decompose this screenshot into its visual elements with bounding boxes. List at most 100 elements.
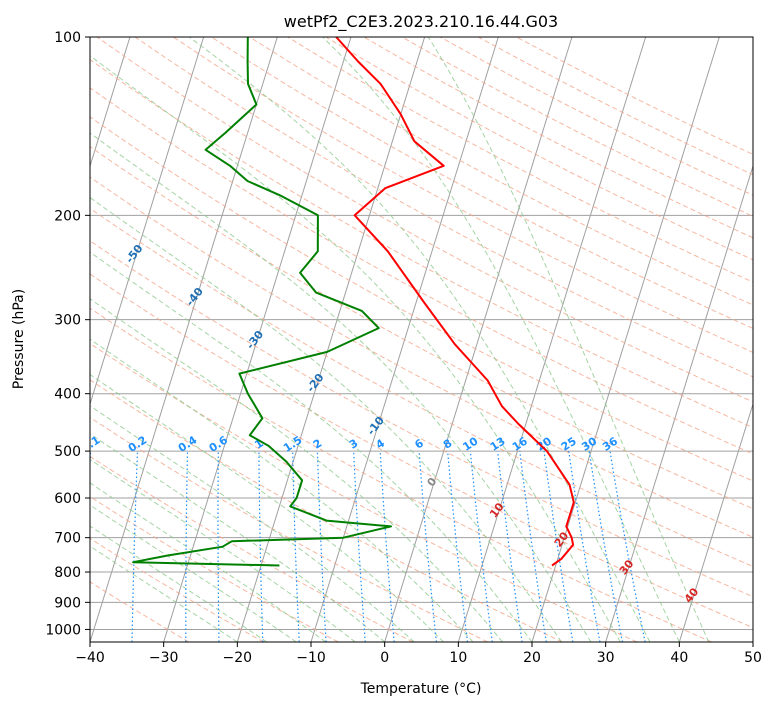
isotherm-line: [90, 37, 278, 642]
y-axis-label: Pressure (hPa): [11, 289, 27, 389]
isotherm-label: -70: [2, 156, 25, 180]
x-tick-label: −30: [149, 650, 179, 666]
dry-adiabat: [96, 37, 753, 403]
grid-lines: [90, 37, 753, 642]
dry-adiabat: [90, 176, 753, 538]
dry-adiabat: [90, 116, 753, 482]
moist-adiabat: [90, 132, 592, 642]
y-tick-label: 700: [54, 531, 81, 547]
isotherm-label: -40: [183, 285, 206, 309]
isotherm-line: [236, 37, 426, 642]
mixing-ratio-line: [543, 451, 574, 642]
x-tick-label: 20: [523, 650, 541, 666]
moist-adiabat: [90, 525, 268, 642]
temperature-profile-line: [335, 37, 575, 567]
y-tick-label: 400: [54, 387, 81, 403]
x-tick-label: −40: [75, 650, 105, 666]
y-tick-label: 100: [54, 30, 81, 46]
y-tick-label: 300: [54, 313, 81, 329]
mixing-ratio-line: [258, 451, 264, 642]
moist-adiabat: [90, 405, 415, 642]
mixing-ratio-line: [609, 451, 646, 642]
background-lines: [90, 37, 753, 642]
moist-adiabat: [90, 458, 356, 642]
isotherm-label: 0: [425, 475, 440, 489]
moist-adiabat: [188, 37, 651, 642]
mixing-ratio-line: [379, 451, 395, 642]
moist-adiabat: [90, 338, 474, 642]
profile-series: [132, 37, 575, 567]
x-tick-label: −10: [296, 650, 326, 666]
y-axis: 100 200 300 400 500 600 700 800 900 1000: [45, 30, 90, 638]
moist-adiabat: [90, 373, 444, 642]
dry-adiabat: [90, 455, 414, 642]
dry-adiabat: [90, 207, 753, 568]
x-tick-label: 10: [449, 650, 467, 666]
mixing-ratio-label: 4: [374, 436, 388, 451]
dry-adiabat: [134, 37, 753, 378]
x-axis: −40 −30 −20 −10 0 10 20 30 40 50: [75, 642, 762, 666]
x-tick-label: 30: [597, 650, 615, 666]
y-tick-label: 600: [54, 491, 81, 507]
x-tick-label: 50: [744, 650, 762, 666]
dry-adiabat: [478, 37, 753, 176]
dry-adiabat: [90, 58, 753, 429]
x-tick-label: 40: [670, 650, 688, 666]
dry-adiabat: [90, 87, 753, 455]
isotherm-line: [531, 37, 720, 642]
mixing-ratio-line: [519, 451, 547, 642]
x-tick-label: 0: [380, 650, 389, 666]
dry-adiabat: [516, 37, 753, 155]
chart-title: wetPf2_C2E3.2023.210.16.44.G03: [284, 12, 558, 32]
mixing-ratio-line: [447, 451, 469, 642]
mixing-ratio-label: 0.2: [126, 433, 149, 455]
moist-adiabat: [322, 37, 680, 642]
mixing-ratio-line: [316, 451, 327, 642]
isotherm-line: [163, 37, 352, 642]
moist-adiabat: [90, 251, 533, 642]
y-tick-label: 200: [54, 208, 81, 224]
x-axis-label: Temperature (°C): [360, 681, 482, 697]
isotherm-label: 30: [617, 557, 637, 577]
moist-adiabat: [90, 545, 238, 642]
mixing-ratio-line: [90, 451, 92, 475]
y-tick-label: 900: [54, 595, 81, 611]
isotherm-line: [384, 37, 573, 642]
isotherm-line: [90, 37, 205, 406]
mixing-ratio-label: 0.1: [79, 433, 102, 455]
moist-adiabat: [90, 433, 386, 642]
mixing-ratio-label: 2: [311, 437, 325, 452]
mixing-ratio-label: 6: [412, 436, 426, 451]
mixing-ratio-line: [418, 451, 437, 642]
y-tick-label: 800: [54, 565, 81, 581]
dry-adiabat: [90, 537, 264, 642]
dry-adiabat: [211, 37, 753, 329]
dry-adiabat: [287, 37, 753, 283]
dry-adiabat: [90, 379, 563, 642]
mixing-ratio-line: [497, 451, 523, 642]
plot-frame: [89, 36, 754, 643]
isotherm-line: [678, 402, 753, 642]
mixing-ratio-line: [469, 451, 493, 642]
y-tick-label: 500: [54, 444, 81, 460]
dry-adiabat: [173, 37, 753, 353]
isotherm-line: [90, 37, 131, 168]
dry-adiabat: [90, 240, 753, 598]
dry-adiabat: [90, 273, 753, 629]
dewpoint-profile-line: [132, 37, 392, 567]
moist-adiabat: [427, 37, 710, 642]
mixing-ratio-line: [131, 451, 139, 642]
dry-adiabat: [90, 581, 190, 642]
moist-adiabat: [90, 55, 621, 642]
moist-adiabat: [90, 196, 562, 642]
line-annotations: 0.10.20.40.611.52346810131620253036-100-…: [2, 156, 702, 606]
mixing-ratio-label: 8: [441, 437, 455, 452]
isotherm-line: [605, 164, 753, 642]
y-tick-label: 1000: [45, 622, 81, 638]
dry-adiabat: [249, 37, 753, 306]
isotherm-label: -50: [123, 242, 146, 266]
isotherm-label: -20: [304, 371, 327, 395]
isotherm-label: -10: [364, 414, 387, 438]
dry-adiabat: [90, 145, 753, 510]
